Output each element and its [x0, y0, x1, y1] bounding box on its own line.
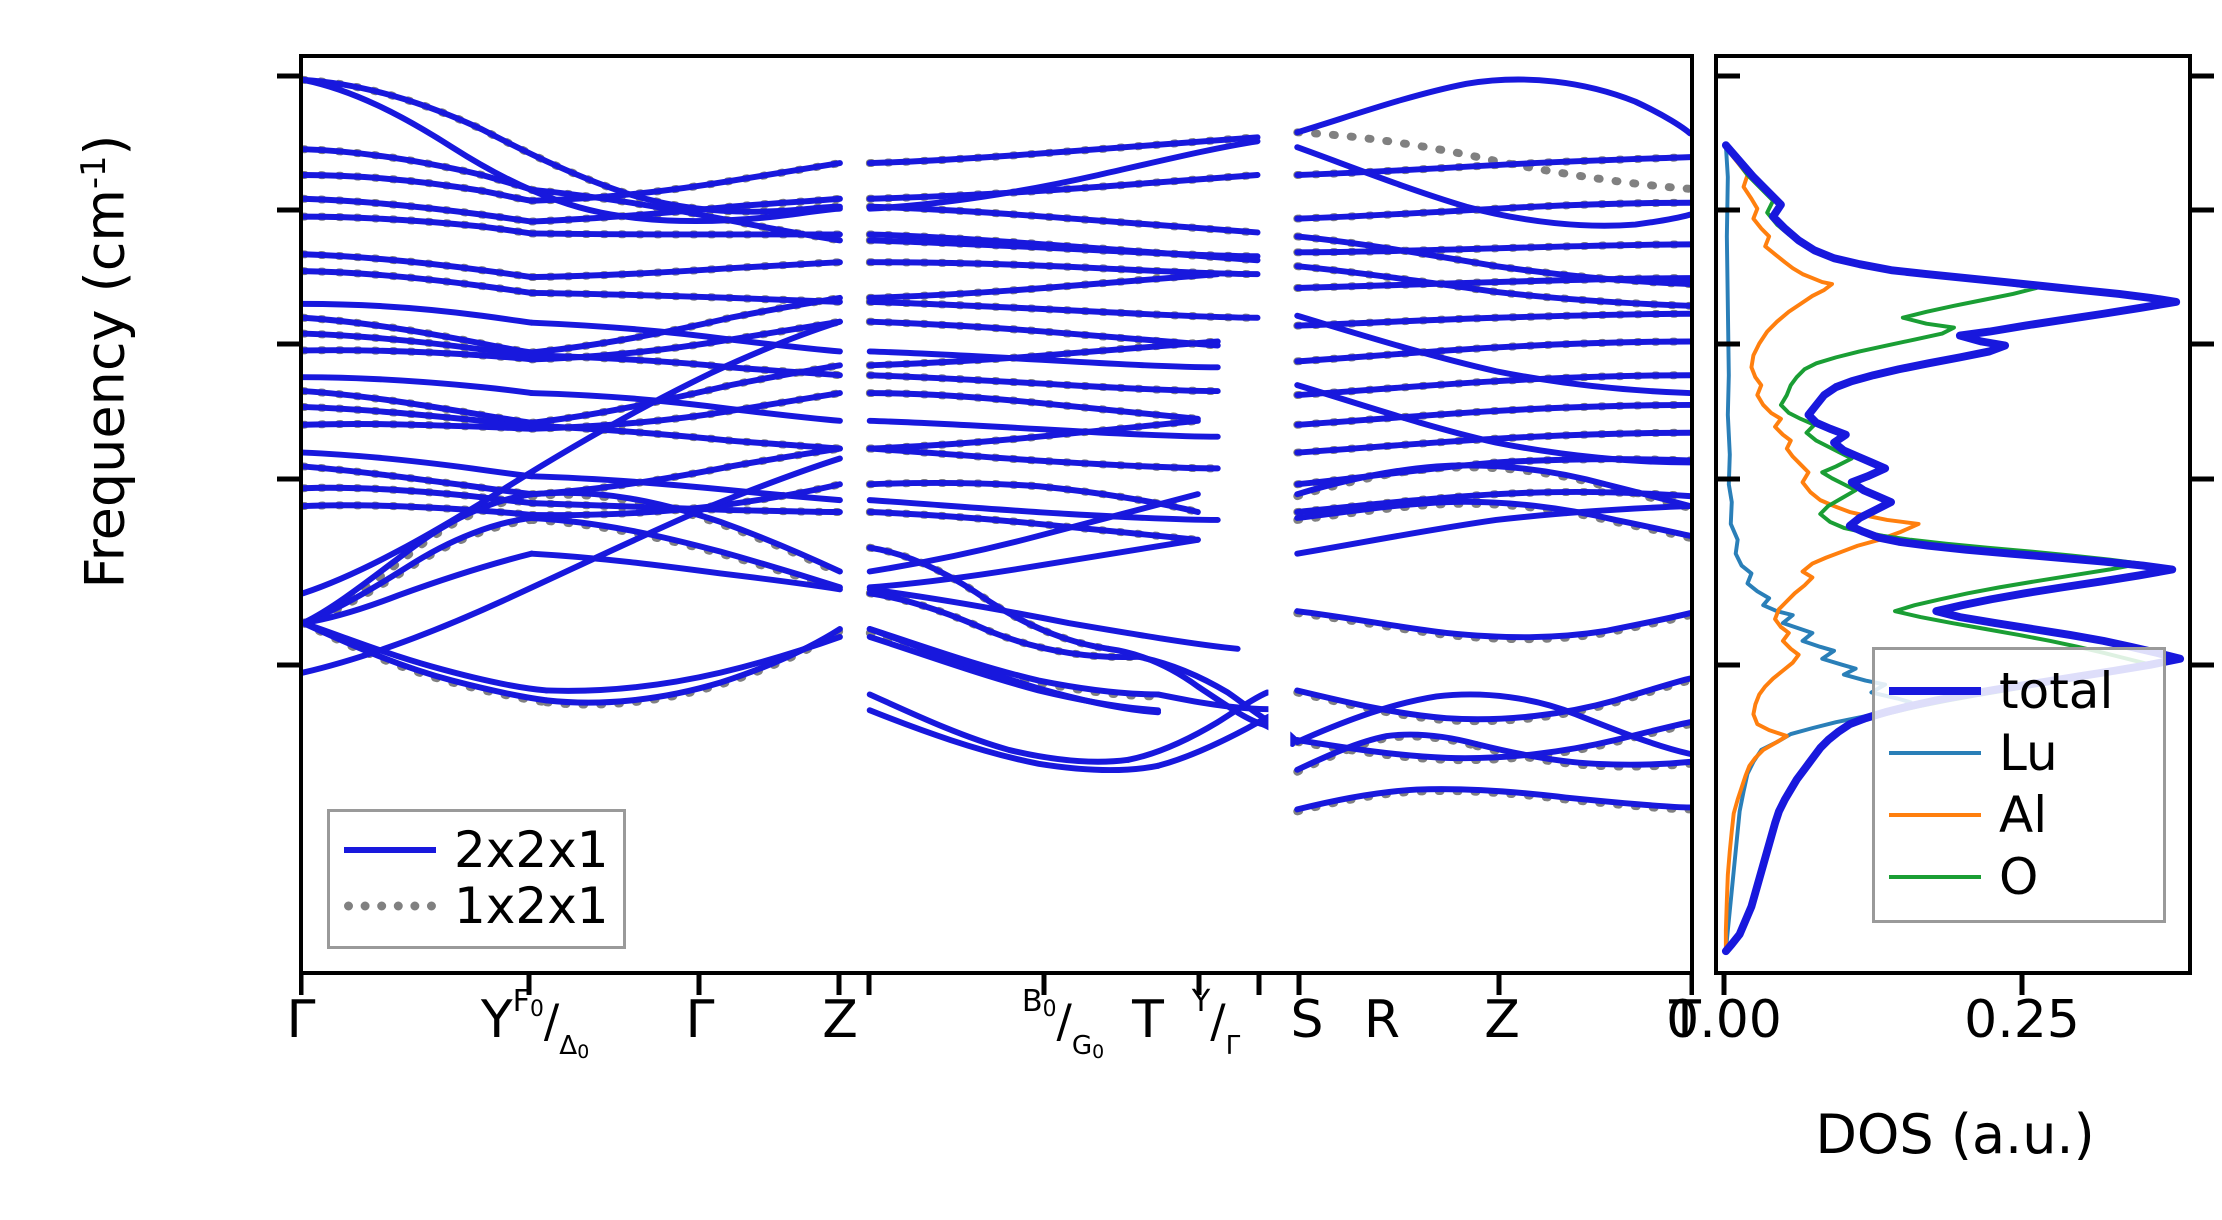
x-tick-z-1: Z: [822, 990, 858, 1050]
legend-item-total[interactable]: total: [1889, 660, 2145, 722]
line-icon-total: [1889, 678, 1981, 704]
band-y-tick-marks: [277, 73, 299, 668]
dos-x-tick-label-1: 0.25: [1964, 990, 2080, 1050]
segment-gap: [843, 58, 1291, 971]
legend-label: total: [1999, 662, 2114, 720]
x-tick-gamma-1: Γ: [286, 990, 316, 1050]
legend-label: O: [1999, 848, 2039, 906]
band-x-tick-marks: [299, 975, 1694, 995]
legend-item-lu[interactable]: Lu: [1889, 722, 2145, 784]
dos-plot: [1721, 141, 2185, 956]
legend-label: Lu: [1999, 724, 2058, 782]
legend-label: Al: [1999, 786, 2048, 844]
dos-y-tick-marks: [2192, 73, 2214, 668]
x-tick-y-f0-delta0: YF0/Δ0: [480, 984, 590, 1063]
x-tick-s: S: [1290, 990, 1324, 1050]
legend-item-o[interactable]: O: [1889, 846, 2145, 908]
dos-panel: total Lu Al O: [1714, 54, 2192, 975]
band-structure-plot: [303, 58, 1690, 971]
bands-legend: 2x2x1 1x2x1: [327, 809, 626, 949]
x-tick-gamma-2: Γ: [685, 990, 715, 1050]
dos-y-tick-marks-left: [1718, 73, 1740, 668]
dos-x-tick-label-0: 0.00: [1666, 990, 1782, 1050]
x-tick-r: R: [1363, 990, 1401, 1050]
bands-series-2x2x1: [303, 76, 1690, 813]
x-tick-t-1: T: [1132, 990, 1164, 1050]
legend-label: 2x2x1: [454, 821, 609, 879]
line-icon-al: [1889, 802, 1981, 828]
dos-axis-title: DOS (a.u.): [1815, 1103, 2095, 1166]
line-icon-o: [1889, 864, 1981, 890]
solid-line-icon: [344, 837, 436, 863]
band-structure-panel: 2x2x1 1x2x1: [299, 54, 1694, 975]
x-tick-t-2: T: [1669, 990, 1701, 1050]
y-tick-label-group: 0 200 400 600 800: [0, 0, 285, 1220]
legend-item-2x2x1[interactable]: 2x2x1: [344, 822, 609, 878]
dos-curve-total: [1721, 141, 2185, 956]
x-tick-y-gamma: Y/Γ: [1191, 984, 1241, 1061]
legend-item-1x2x1[interactable]: 1x2x1: [344, 878, 609, 934]
dotted-line-icon: [344, 893, 436, 919]
legend-item-al[interactable]: Al: [1889, 784, 2145, 846]
x-tick-z-2: Z: [1484, 990, 1520, 1050]
dos-x-tick-marks: [1721, 975, 2025, 995]
dos-legend: total Lu Al O: [1872, 647, 2166, 923]
line-icon-lu: [1889, 740, 1981, 766]
legend-label: 1x2x1: [454, 877, 609, 935]
bands-series-1x2x1: [303, 75, 1690, 816]
x-tick-b0-g0: B0/G0: [1021, 984, 1105, 1063]
